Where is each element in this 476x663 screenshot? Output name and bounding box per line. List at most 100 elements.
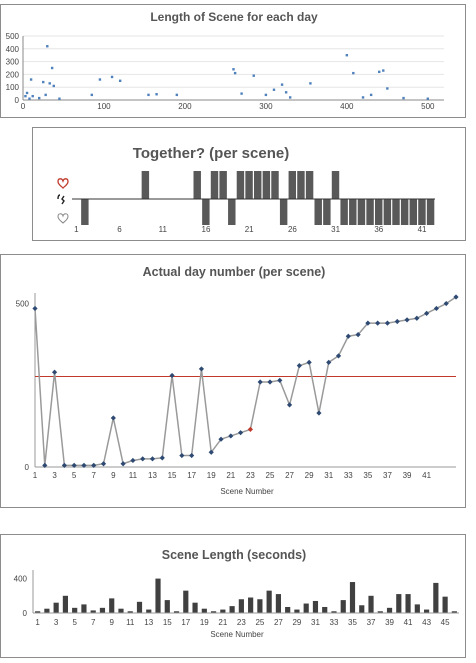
heart-red-icon xyxy=(57,178,69,189)
x-tick-label: 27 xyxy=(274,618,283,627)
scatter-point xyxy=(118,79,122,82)
x-tick-label: 33 xyxy=(330,618,339,627)
x-tick-label: 31 xyxy=(324,471,333,480)
scatter-point xyxy=(402,96,405,100)
scatter-point xyxy=(37,96,41,100)
data-point xyxy=(404,317,410,323)
data-point xyxy=(130,457,136,464)
data-point xyxy=(110,415,116,421)
data-point xyxy=(149,456,156,462)
y-tick-label: 400 xyxy=(14,575,28,584)
scatter-point xyxy=(175,93,179,97)
x-tick-label: 23 xyxy=(237,618,246,627)
scene-length-bar xyxy=(331,611,337,613)
scene-length-bar xyxy=(396,594,402,613)
x-tick-label: 43 xyxy=(422,618,431,627)
scene-length-bar xyxy=(312,600,319,613)
x-tick-label: 39 xyxy=(385,618,394,627)
scatter-point xyxy=(31,94,34,98)
together-bar xyxy=(323,199,331,225)
scene-length-bar xyxy=(146,609,152,613)
x-tick-label: 25 xyxy=(255,618,264,627)
together-bar xyxy=(219,171,227,199)
scene-length-bar xyxy=(192,602,198,613)
scene-length-bar xyxy=(136,601,143,613)
scene-length-bar xyxy=(294,609,300,613)
x-tick-label: 300 xyxy=(259,102,273,111)
scatter-point xyxy=(240,92,243,95)
scatter-point xyxy=(155,93,158,96)
together-bar xyxy=(418,199,426,225)
x-tick-label: 41 xyxy=(422,471,431,480)
chart-title: Together? (per scene) xyxy=(133,145,289,162)
together-bar xyxy=(400,199,409,225)
scene-length-bar xyxy=(72,607,78,613)
data-point xyxy=(159,455,165,461)
together-bar xyxy=(366,199,374,225)
x-tick-label: 9 xyxy=(109,618,114,627)
together-bar xyxy=(383,199,392,225)
data-point xyxy=(433,305,440,312)
x-tick-label: 5 xyxy=(72,471,77,480)
x-tick-label: 7 xyxy=(91,618,96,627)
x-tick-label: 1 xyxy=(35,618,40,627)
scatter-point xyxy=(352,71,355,75)
scatter-point xyxy=(426,97,430,100)
x-tick-label: 200 xyxy=(178,102,192,111)
together-bar xyxy=(375,199,383,225)
x-tick-label: 37 xyxy=(367,618,376,627)
scatter-point xyxy=(46,45,49,48)
x-tick-label: 25 xyxy=(266,471,275,480)
scatter-point xyxy=(147,93,150,97)
scatter-point xyxy=(378,70,381,74)
scene-length-bar xyxy=(173,611,180,613)
y-tick-label: 0 xyxy=(15,96,20,105)
series-line xyxy=(34,296,457,467)
scene-length-bar xyxy=(322,606,328,613)
data-point xyxy=(316,410,322,416)
x-tick-label: 3 xyxy=(52,471,57,480)
scene-length-bar xyxy=(451,611,457,613)
scene-length-bar xyxy=(183,590,189,613)
x-tick-label: 15 xyxy=(168,471,177,480)
scatter-point xyxy=(110,75,114,79)
chart-title: Length of Scene for each day xyxy=(150,10,318,24)
together-bar xyxy=(392,199,400,225)
scatter-point xyxy=(25,91,29,95)
data-point xyxy=(384,320,391,326)
together-bar xyxy=(349,199,357,225)
x-tick-label: 29 xyxy=(292,618,301,627)
together-bar xyxy=(314,199,322,225)
together-bar xyxy=(228,199,236,225)
y-tick-label: 500 xyxy=(6,32,20,41)
data-point xyxy=(453,294,459,300)
together-bar xyxy=(245,171,253,199)
x-tick-label: 500 xyxy=(421,102,435,111)
chart-panel-scene-length: Scene Length (seconds) 0 400 1 3 5 7 9 11 13 15 17 1… xyxy=(0,534,466,658)
scene-length-bar xyxy=(81,604,87,613)
x-tick-label: 17 xyxy=(181,618,190,627)
x-tick-label: 11 xyxy=(126,618,135,627)
scatter-point xyxy=(98,78,102,81)
chart-title: Scene Length (seconds) xyxy=(162,548,306,562)
scene-length-bar xyxy=(266,590,272,613)
scatter-chart: Length of Scene for each day 0 100 200 300 40… xyxy=(6,10,444,111)
scene-length-bar xyxy=(257,599,263,613)
x-tick-label: 7 xyxy=(92,471,97,480)
scatter-point xyxy=(42,80,45,84)
x-tick-label: 35 xyxy=(348,618,357,627)
scene-length-bar xyxy=(442,596,448,613)
x-tick-label: 21 xyxy=(226,471,235,480)
scene-length-bar xyxy=(414,604,420,613)
x-tick-label: 11 xyxy=(159,225,168,234)
y-tick-label: 100 xyxy=(6,83,20,92)
scene-length-bar xyxy=(423,609,430,613)
scatter-point xyxy=(345,54,349,57)
data-point xyxy=(140,456,146,462)
together-bar xyxy=(305,171,314,199)
scatter-point xyxy=(309,82,312,85)
scene-length-bar xyxy=(155,578,161,613)
scatter-point xyxy=(361,96,365,99)
scene-length-bar xyxy=(109,598,115,613)
data-point xyxy=(277,377,283,383)
